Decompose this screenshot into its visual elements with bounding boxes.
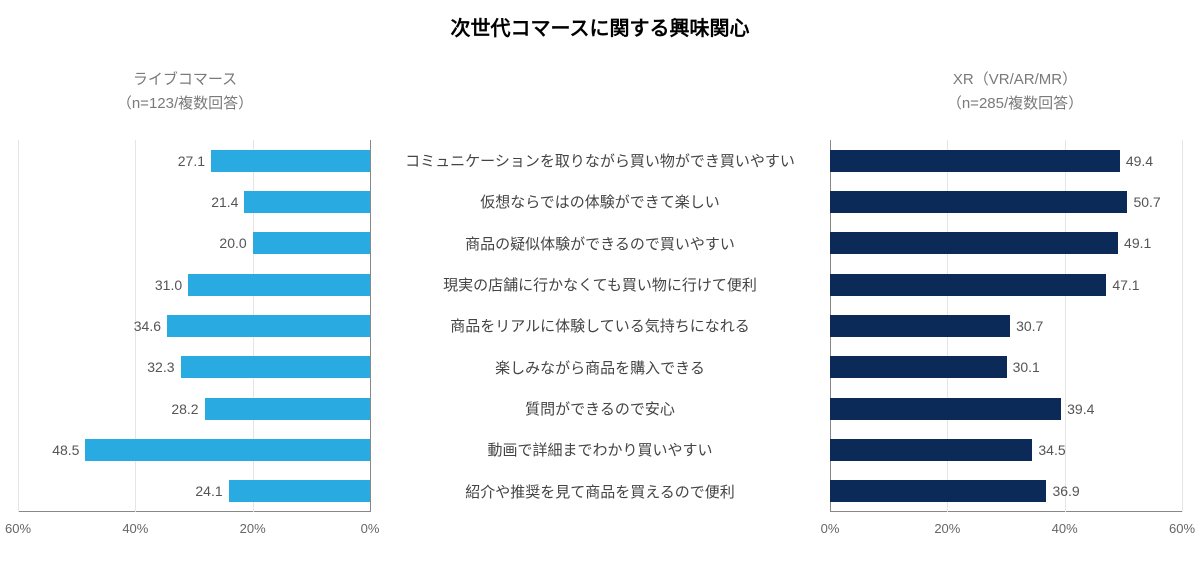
category-labels: コミュニケーションを取りながら買い物ができ買いやすい仮想ならではの体験ができて楽… [370, 140, 830, 536]
category-label: 仮想ならではの体験ができて楽しい [370, 191, 830, 212]
left-value-label: 34.6 [134, 318, 161, 334]
right-bar: 47.1 [830, 274, 1106, 296]
left-value-label: 20.0 [219, 235, 246, 251]
left-bar: 24.1 [229, 480, 370, 502]
right-bar: 30.7 [830, 315, 1010, 337]
right-value-label: 34.5 [1038, 442, 1065, 458]
chart-title: 次世代コマースに関する興味関心 [0, 12, 1200, 41]
right-value-label: 49.4 [1126, 153, 1153, 169]
left-bar: 20.0 [253, 232, 370, 254]
left-bar: 31.0 [188, 274, 370, 296]
right-value-label: 39.4 [1067, 401, 1094, 417]
right-plot: 49.450.749.147.130.730.139.434.536.9 0%2… [830, 140, 1182, 536]
left-subtitle: ライブコマース （n=123/複数回答） [0, 68, 370, 116]
category-label: 動画で詳細までわかり買いやすい [370, 439, 830, 460]
right-value-label: 30.7 [1016, 318, 1043, 334]
category-label: 紹介や推奨を見て商品を買えるので便利 [370, 481, 830, 502]
left-value-label: 48.5 [52, 442, 79, 458]
left-bar: 34.6 [167, 315, 370, 337]
category-label: コミュニケーションを取りながら買い物ができ買いやすい [370, 150, 830, 171]
right-bar: 30.1 [830, 356, 1007, 378]
left-value-label: 27.1 [178, 153, 205, 169]
category-label: 商品の疑似体験ができるので買いやすい [370, 233, 830, 254]
left-subtitle-line2: （n=123/複数回答） [117, 95, 253, 112]
left-bar: 21.4 [244, 191, 370, 213]
right-tick: 20% [934, 521, 960, 536]
left-value-label: 24.1 [195, 483, 222, 499]
right-subtitle-line1: XR（VR/AR/MR） [953, 71, 1077, 88]
right-value-label: 30.1 [1013, 359, 1040, 375]
left-bar: 27.1 [211, 150, 370, 172]
right-tick: 60% [1169, 521, 1195, 536]
right-bar: 39.4 [830, 398, 1061, 420]
category-label: 商品をリアルに体験している気持ちになれる [370, 315, 830, 336]
category-label: 現実の店舗に行かなくても買い物に行けて便利 [370, 274, 830, 295]
left-value-label: 28.2 [171, 401, 198, 417]
right-value-label: 47.1 [1112, 277, 1139, 293]
left-tick: 60% [5, 521, 31, 536]
left-bar: 48.5 [85, 439, 370, 461]
left-bar: 28.2 [205, 398, 370, 420]
right-bar: 36.9 [830, 480, 1046, 502]
right-value-label: 50.7 [1133, 194, 1160, 210]
right-subtitle-line2: （n=285/複数回答） [947, 95, 1083, 112]
left-value-label: 32.3 [147, 359, 174, 375]
left-tick: 20% [240, 521, 266, 536]
right-bar: 49.1 [830, 232, 1118, 254]
category-label: 質問ができるので安心 [370, 398, 830, 419]
right-tick: 0% [821, 521, 840, 536]
right-bar: 34.5 [830, 439, 1032, 461]
left-bar: 32.3 [181, 356, 370, 378]
left-plot: 27.121.420.031.034.632.328.248.524.1 60%… [18, 140, 370, 536]
right-value-label: 49.1 [1124, 235, 1151, 251]
right-tick: 40% [1052, 521, 1078, 536]
category-label: 楽しみながら商品を購入できる [370, 357, 830, 378]
left-subtitle-line1: ライブコマース [133, 71, 237, 88]
right-subtitle: XR（VR/AR/MR） （n=285/複数回答） [830, 68, 1200, 116]
right-value-label: 36.9 [1052, 483, 1079, 499]
left-tick: 40% [122, 521, 148, 536]
butterfly-chart: { "chart": { "type": "butterfly-bar", "t… [0, 0, 1200, 576]
left-value-label: 21.4 [211, 194, 238, 210]
left-value-label: 31.0 [155, 277, 182, 293]
right-bar: 49.4 [830, 150, 1120, 172]
right-bar: 50.7 [830, 191, 1127, 213]
